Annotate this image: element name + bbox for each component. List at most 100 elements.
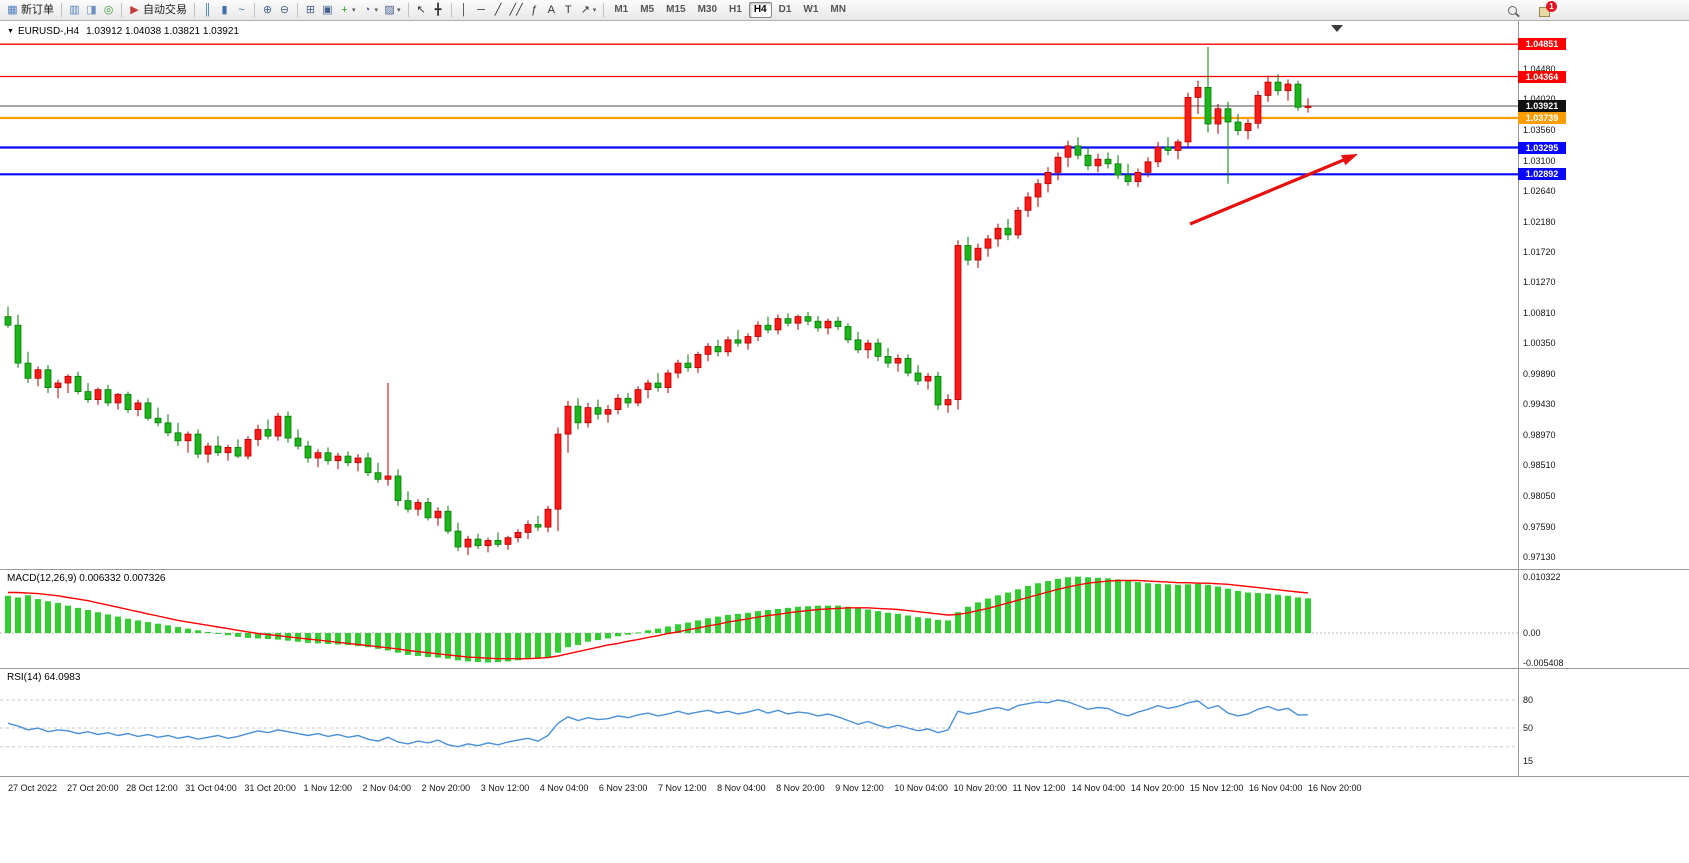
- panel-divider[interactable]: [0, 569, 1689, 570]
- candle-body: [94, 389, 102, 401]
- text-label-button[interactable]: T: [560, 2, 577, 19]
- timeframe-m5[interactable]: M5: [640, 4, 655, 15]
- macd-bar: [1135, 582, 1141, 633]
- symbol-menu-icon[interactable]: ▼: [7, 28, 14, 35]
- market-watch-button[interactable]: ▥: [66, 2, 83, 19]
- time-axis[interactable]: 27 Oct 2022 27 Oct 20:00 28 Oct 12:00 31 Oc…: [0, 776, 1689, 821]
- macd-bar: [535, 633, 541, 659]
- periods-button[interactable]: ◔ ▾: [359, 2, 382, 19]
- timeframe-h1[interactable]: H1: [729, 4, 742, 15]
- templates-button[interactable]: ▨ ▾: [381, 2, 404, 19]
- time-axis-label: 9 Nov 12:00: [835, 783, 884, 793]
- chart-legend: ▼ EURUSD-,H4 1.03912 1.04038 1.03821 1.0…: [7, 26, 239, 37]
- panel-divider[interactable]: [0, 668, 1689, 669]
- macd-bar: [475, 633, 481, 662]
- arrange-windows-button[interactable]: ▣: [319, 2, 336, 19]
- candle-chart-button[interactable]: ▮: [216, 2, 233, 19]
- bar-chart-button[interactable]: ║: [199, 2, 216, 19]
- time-axis-label: 28 Oct 12:00: [126, 783, 178, 793]
- time-axis-label: 1 Nov 12:00: [303, 783, 352, 793]
- candle-body: [434, 510, 442, 519]
- candle-body: [824, 320, 832, 329]
- panel-divider[interactable]: [0, 776, 1689, 777]
- rsi-panel-canvas[interactable]: [0, 669, 1689, 776]
- line-chart-button[interactable]: ~: [233, 2, 250, 19]
- price-axis-label: 0.98510: [1523, 460, 1556, 471]
- macd-bar: [225, 633, 231, 636]
- crosshair-button[interactable]: ╋: [430, 2, 447, 19]
- candle-body: [1104, 158, 1112, 165]
- candle-body: [764, 324, 772, 331]
- timeframe-m30[interactable]: M30: [697, 4, 718, 15]
- macd-bar: [1145, 583, 1151, 633]
- main-chart-canvas[interactable]: [0, 21, 1689, 569]
- price-axis-label: 0.98970: [1523, 429, 1556, 440]
- candle-body: [4, 316, 12, 326]
- horizontal-line-button[interactable]: ─: [473, 2, 490, 19]
- macd-bar: [345, 633, 351, 646]
- vertical-line-button[interactable]: │: [456, 2, 473, 19]
- new-order-button[interactable]: ▦ 新订单: [4, 2, 57, 19]
- annotation-arrow-line[interactable]: [1189, 157, 1346, 226]
- macd-bar: [825, 605, 831, 633]
- annotation-arrowhead-icon[interactable]: [1341, 154, 1358, 166]
- rsi-line: [7, 699, 1309, 748]
- macd-bar: [1225, 588, 1231, 633]
- channel-button[interactable]: ╱╱: [507, 2, 526, 19]
- line-chart-icon: ~: [238, 3, 245, 16]
- timeframe-m1[interactable]: M1: [614, 4, 629, 15]
- tile-windows-button[interactable]: ⊞: [302, 2, 319, 19]
- timeframe-d1[interactable]: D1: [778, 4, 792, 15]
- price-axis-label: 0.99890: [1523, 368, 1556, 379]
- text-button[interactable]: A: [543, 2, 560, 19]
- candle-body: [1004, 227, 1012, 236]
- macd-bar: [725, 614, 731, 633]
- candle-body: [444, 510, 452, 532]
- templates-icon: ▨: [384, 3, 395, 16]
- timeframe-m15[interactable]: M15: [666, 4, 686, 15]
- time-axis-label: 2 Nov 20:00: [421, 783, 471, 793]
- candle-body: [584, 407, 592, 424]
- time-axis-label: 8 Nov 20:00: [776, 783, 825, 793]
- fibonacci-button[interactable]: ƒ: [526, 2, 543, 19]
- price-axis-label: 0.98050: [1523, 490, 1556, 501]
- auto-trading-button[interactable]: ▶ 自动交易: [126, 2, 190, 19]
- notifications-button[interactable]: 1: [1536, 1, 1557, 19]
- macd-bar: [75, 607, 81, 633]
- arrows-button[interactable]: ↗ ▾: [577, 2, 600, 19]
- zoom-out-button[interactable]: ⊖: [276, 2, 293, 19]
- chart-shift-marker-icon[interactable]: [1331, 25, 1343, 32]
- candle-body: [484, 540, 492, 547]
- candle-body: [354, 457, 362, 464]
- market-watch-icon: ▥: [69, 3, 80, 16]
- macd-bar: [425, 633, 431, 658]
- macd-bar: [315, 633, 321, 644]
- candle-body: [564, 405, 572, 435]
- search-button[interactable]: [1505, 2, 1520, 19]
- price-axis-label: 1.03560: [1523, 124, 1556, 135]
- horizontal-line-icon: ─: [477, 3, 485, 16]
- macd-axis-label: 0.00: [1523, 628, 1541, 638]
- cursor-button[interactable]: ↖: [413, 2, 430, 19]
- candle-body: [464, 538, 472, 548]
- zoom-in-button[interactable]: ⊕: [259, 2, 276, 19]
- trendline-button[interactable]: ╱: [490, 2, 507, 19]
- price-badge-1.03739: 1.03739: [1518, 112, 1566, 124]
- candle-body: [154, 417, 162, 424]
- macd-bar: [635, 632, 641, 634]
- timeframe-h4[interactable]: H4: [748, 2, 772, 18]
- timeframe-w1[interactable]: W1: [803, 4, 819, 15]
- chart-area[interactable]: ▼ EURUSD-,H4 1.03912 1.04038 1.03821 1.0…: [0, 21, 1689, 863]
- candle-body: [644, 382, 652, 390]
- candle-body: [414, 502, 422, 510]
- caret-down-icon: ▾: [397, 6, 401, 14]
- macd-panel-canvas[interactable]: [0, 570, 1689, 667]
- price-axis-label: 1.02180: [1523, 216, 1556, 227]
- candle-body: [234, 446, 242, 457]
- price-axis[interactable]: 1.048401.044801.040201.035601.031001.026…: [1518, 21, 1687, 863]
- navigator-button[interactable]: ◎: [100, 2, 117, 19]
- data-window-button[interactable]: ◨: [83, 2, 100, 19]
- indicators-button[interactable]: + ▾: [336, 2, 359, 19]
- timeframe-mn[interactable]: MN: [830, 4, 846, 15]
